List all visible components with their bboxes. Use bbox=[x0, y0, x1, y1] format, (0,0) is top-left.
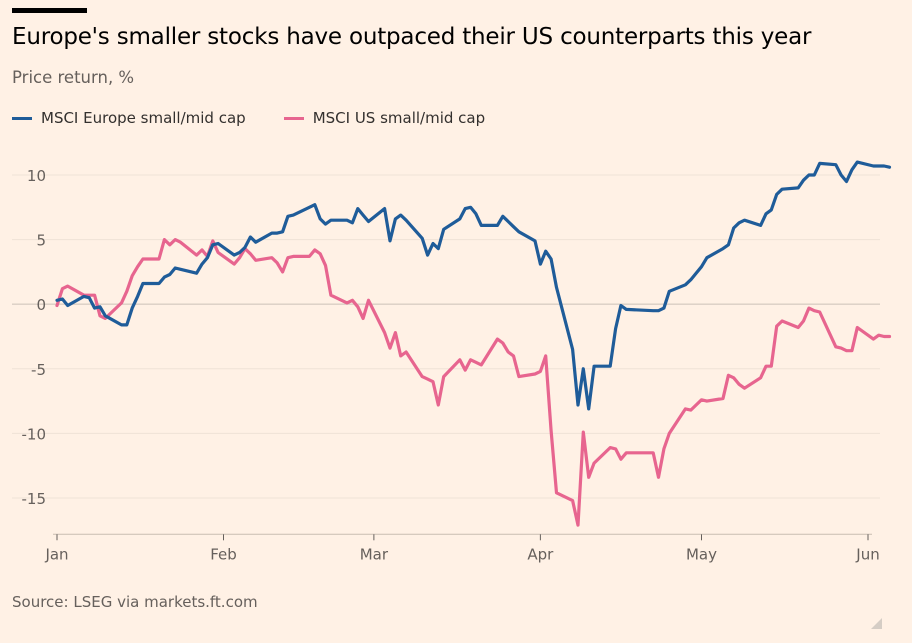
chart-subtitle: Price return, % bbox=[12, 68, 135, 87]
title-accent-bar bbox=[12, 8, 87, 13]
y-tick-label: 5 bbox=[36, 232, 46, 250]
y-tick-label: -5 bbox=[31, 361, 46, 379]
x-axis bbox=[53, 533, 872, 541]
source-note: Source: LSEG via markets.ft.com bbox=[12, 593, 258, 611]
chart-title: Europe's smaller stocks have outpaced th… bbox=[12, 24, 812, 50]
series-lines bbox=[55, 160, 892, 527]
y-tick-label: -15 bbox=[22, 490, 47, 508]
series-line-europe bbox=[55, 160, 892, 411]
y-tick-label: -10 bbox=[22, 425, 47, 443]
y-tick-label: 0 bbox=[36, 296, 46, 314]
legend-swatch-europe bbox=[12, 116, 32, 120]
x-tick-label: Feb bbox=[210, 545, 237, 563]
legend-item-us: MSCI US small/mid cap bbox=[283, 109, 486, 127]
legend-swatch-us bbox=[283, 116, 304, 120]
x-tick-label: Jun bbox=[855, 545, 879, 563]
series-line-us bbox=[55, 238, 892, 527]
chart-legend: MSCI Europe small/mid cap MSCI US small/… bbox=[12, 108, 523, 128]
y-tick-label: 10 bbox=[27, 167, 46, 185]
x-tick-label: Jan bbox=[44, 545, 68, 563]
legend-label-us: MSCI US small/mid cap bbox=[312, 109, 486, 127]
tick-labels: 10 5 0 -5 -10 -15 Jan Feb Mar Apr May Jun bbox=[22, 167, 880, 563]
resize-corner-icon bbox=[871, 618, 882, 629]
grid-lines bbox=[12, 174, 880, 499]
x-tick-label: Mar bbox=[360, 545, 389, 563]
x-tick-label: May bbox=[686, 545, 717, 563]
legend-label-europe: MSCI Europe small/mid cap bbox=[41, 109, 246, 127]
legend-item-europe: MSCI Europe small/mid cap bbox=[12, 109, 246, 127]
x-tick-label: Apr bbox=[527, 545, 554, 563]
